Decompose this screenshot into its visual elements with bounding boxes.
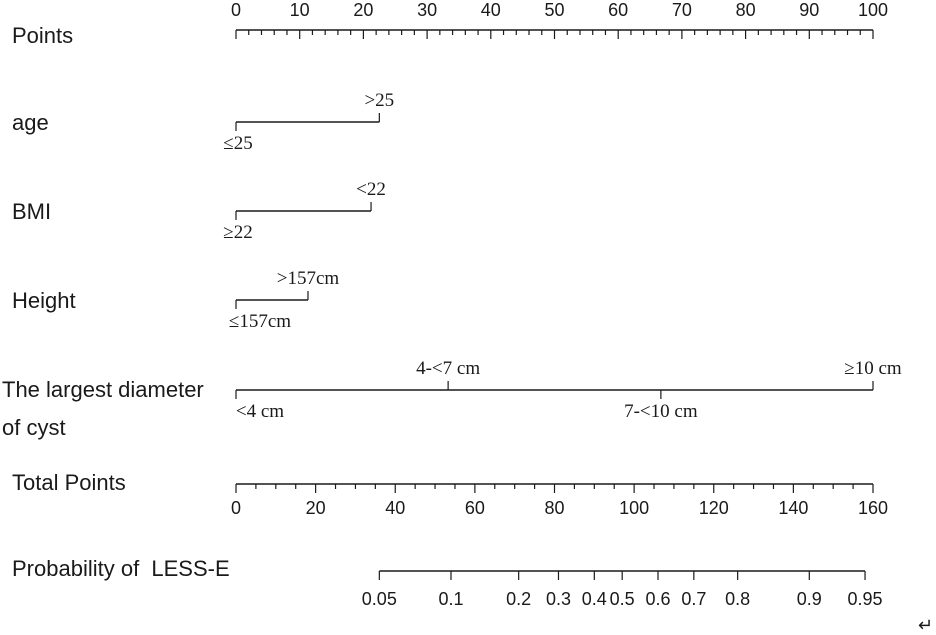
prob-tick-label: 0.95: [848, 589, 883, 609]
points-tick-label: 0: [231, 0, 241, 20]
row-label-prob: Probability of LESS-E: [12, 556, 230, 581]
row-label-cyst: of cyst: [2, 415, 66, 440]
prob-tick-label: 0.05: [362, 589, 397, 609]
age-level-label: ≤25: [223, 133, 252, 154]
row-label-height: Height: [12, 288, 76, 313]
cyst-level-label: <4 cm: [236, 401, 284, 422]
prob-tick-label: 0.4: [582, 589, 607, 609]
cyst-level-label: 7-<10 cm: [624, 401, 698, 422]
total-tick-label: 100: [619, 498, 649, 518]
prob-tick-label: 0.1: [438, 589, 463, 609]
total-tick-label: 160: [858, 498, 888, 518]
points-tick-label: 80: [736, 0, 756, 20]
total-tick-label: 120: [699, 498, 729, 518]
bmi-level-label: <22: [356, 179, 386, 200]
prob-tick-label: 0.7: [681, 589, 706, 609]
points-tick-label: 10: [290, 0, 310, 20]
prob-tick-label: 0.5: [610, 589, 635, 609]
age-level-label: >25: [364, 90, 394, 111]
bmi-level-label: ≥22: [223, 222, 252, 243]
total-tick-label: 40: [385, 498, 405, 518]
points-tick-label: 60: [608, 0, 628, 20]
total-tick-label: 60: [465, 498, 485, 518]
cyst-level-label: 4-<7 cm: [416, 358, 480, 379]
points-tick-label: 100: [858, 0, 888, 20]
height-level-label: >157cm: [277, 268, 340, 289]
prob-tick-label: 0.9: [797, 589, 822, 609]
prob-tick-label: 0.6: [645, 589, 670, 609]
prob-tick-label: 0.2: [506, 589, 531, 609]
height-level-label: ≤157cm: [229, 311, 291, 332]
points-tick-label: 50: [544, 0, 564, 20]
total-tick-label: 0: [231, 498, 241, 518]
cyst-level-label: ≥10 cm: [844, 358, 902, 379]
points-tick-label: 40: [481, 0, 501, 20]
total-tick-label: 80: [544, 498, 564, 518]
row-label-age: age: [12, 110, 49, 135]
row-label-points: Points: [12, 23, 73, 48]
row-label-cyst: The largest diameter: [2, 377, 204, 402]
row-label-total: Total Points: [12, 470, 126, 495]
points-tick-label: 70: [672, 0, 692, 20]
total-tick-label: 140: [778, 498, 808, 518]
prob-tick-label: 0.8: [725, 589, 750, 609]
points-tick-label: 20: [353, 0, 373, 20]
row-label-bmi: BMI: [12, 199, 51, 224]
prob-tick-label: 0.3: [546, 589, 571, 609]
total-tick-label: 20: [306, 498, 326, 518]
points-tick-label: 90: [799, 0, 819, 20]
return-mark-glyph: ↵: [918, 615, 933, 635]
points-tick-label: 30: [417, 0, 437, 20]
